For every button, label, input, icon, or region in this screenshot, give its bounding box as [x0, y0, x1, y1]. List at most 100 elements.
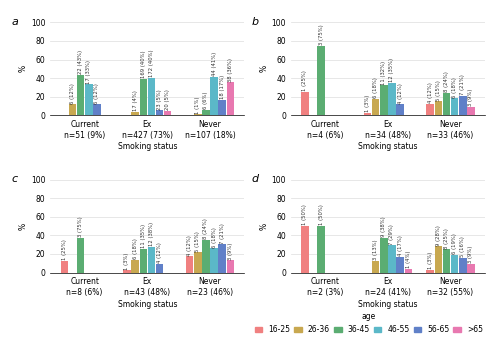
Text: 12 (35%): 12 (35%): [390, 58, 394, 82]
Bar: [380, 85, 388, 116]
Bar: [396, 257, 404, 272]
Text: 4 (12%): 4 (12%): [398, 83, 402, 104]
Bar: [140, 79, 147, 116]
Text: 4 (12%): 4 (12%): [157, 242, 162, 263]
Text: 1 (25%): 1 (25%): [62, 239, 67, 260]
Text: 1 (50%): 1 (50%): [302, 205, 308, 225]
Text: 38 (36%): 38 (36%): [228, 57, 233, 81]
Text: 8 (24%): 8 (24%): [444, 71, 449, 92]
Text: 12 (38%): 12 (38%): [149, 222, 154, 246]
Text: 6 (18%): 6 (18%): [132, 238, 138, 259]
Text: 6 (19%): 6 (19%): [452, 234, 457, 254]
Text: 6 (18%): 6 (18%): [452, 77, 457, 98]
Text: 6 (6%): 6 (6%): [204, 92, 208, 109]
Text: 7 (21%): 7 (21%): [220, 223, 224, 244]
Bar: [380, 238, 388, 272]
Bar: [388, 82, 396, 116]
Text: 3 (75%): 3 (75%): [78, 216, 83, 237]
Text: 20 (5%): 20 (5%): [165, 89, 170, 110]
Bar: [318, 46, 325, 116]
Bar: [372, 99, 380, 116]
Text: b: b: [252, 17, 259, 27]
Bar: [434, 246, 442, 272]
Bar: [388, 245, 396, 272]
Bar: [186, 256, 194, 272]
Bar: [93, 104, 100, 116]
Text: 1 (3%): 1 (3%): [428, 252, 432, 269]
Text: 4 (12%): 4 (12%): [428, 82, 432, 103]
Bar: [451, 255, 458, 272]
Text: 6 (12%): 6 (12%): [70, 83, 75, 104]
Y-axis label: %: %: [260, 222, 268, 230]
Bar: [364, 113, 372, 116]
Text: d: d: [252, 174, 259, 184]
Bar: [123, 270, 130, 272]
Bar: [218, 100, 226, 116]
Bar: [404, 269, 412, 272]
Text: 6 (18%): 6 (18%): [373, 77, 378, 98]
X-axis label: Smoking status: Smoking status: [118, 142, 177, 151]
Bar: [194, 114, 202, 116]
Bar: [442, 249, 450, 272]
Text: 7 (29%): 7 (29%): [390, 224, 394, 245]
Bar: [301, 92, 308, 116]
Text: 17 (33%): 17 (33%): [86, 60, 92, 84]
Y-axis label: %: %: [19, 65, 28, 72]
Text: 3 (75%): 3 (75%): [318, 24, 324, 45]
Text: 6 (18%): 6 (18%): [212, 227, 216, 247]
Text: 9 (38%): 9 (38%): [382, 216, 386, 237]
Text: 6 (12%): 6 (12%): [94, 83, 100, 104]
Bar: [459, 258, 466, 272]
Bar: [426, 270, 434, 272]
Text: 17 (4%): 17 (4%): [132, 90, 138, 111]
Bar: [396, 104, 404, 116]
Bar: [68, 104, 76, 116]
Bar: [140, 249, 147, 272]
Bar: [459, 96, 466, 116]
Text: 44 (41%): 44 (41%): [212, 52, 216, 76]
Text: 8 (25%): 8 (25%): [444, 228, 449, 248]
Bar: [60, 261, 68, 272]
Text: 5 (15%): 5 (15%): [436, 80, 441, 101]
Text: 5 (15%): 5 (15%): [196, 231, 200, 252]
Text: 4 (17%): 4 (17%): [398, 236, 402, 256]
Bar: [210, 248, 218, 272]
Bar: [318, 226, 325, 272]
Bar: [426, 104, 434, 116]
Bar: [202, 110, 209, 116]
Text: 1 (4%): 1 (4%): [406, 251, 411, 268]
Bar: [467, 107, 474, 116]
Text: 1 (3%): 1 (3%): [124, 252, 130, 270]
X-axis label: Smoking status: Smoking status: [358, 300, 418, 309]
Bar: [156, 110, 164, 116]
Text: 3 (9%): 3 (9%): [228, 242, 233, 260]
Legend: 16-25, 26-36, 36-45, 46-55, 56-65, >65: 16-25, 26-36, 36-45, 46-55, 56-65, >65: [252, 309, 486, 337]
Text: 11 (32%): 11 (32%): [382, 61, 386, 85]
Bar: [148, 247, 155, 272]
Text: 1 (50%): 1 (50%): [318, 205, 324, 225]
Y-axis label: %: %: [19, 222, 28, 230]
Bar: [132, 112, 139, 116]
Text: c: c: [12, 174, 18, 184]
Bar: [218, 244, 226, 272]
Bar: [467, 264, 474, 272]
Text: 1 (3%): 1 (3%): [365, 95, 370, 112]
Y-axis label: %: %: [260, 65, 268, 72]
Text: 5 (16%): 5 (16%): [460, 236, 466, 257]
Text: 3 (13%): 3 (13%): [373, 240, 378, 260]
Bar: [202, 240, 209, 272]
Text: 3 (9%): 3 (9%): [468, 89, 473, 106]
Text: 11 (35%): 11 (35%): [141, 224, 146, 248]
Bar: [156, 264, 164, 272]
Bar: [442, 93, 450, 116]
Bar: [451, 98, 458, 116]
Text: 1 (25%): 1 (25%): [302, 71, 308, 92]
Text: 8 (24%): 8 (24%): [204, 219, 208, 239]
Text: 3 (9%): 3 (9%): [468, 246, 473, 263]
Bar: [372, 261, 380, 272]
Bar: [301, 226, 308, 272]
Bar: [148, 78, 155, 116]
Bar: [77, 238, 84, 272]
Text: 9 (28%): 9 (28%): [436, 225, 441, 246]
Text: 23 (5%): 23 (5%): [157, 89, 162, 110]
